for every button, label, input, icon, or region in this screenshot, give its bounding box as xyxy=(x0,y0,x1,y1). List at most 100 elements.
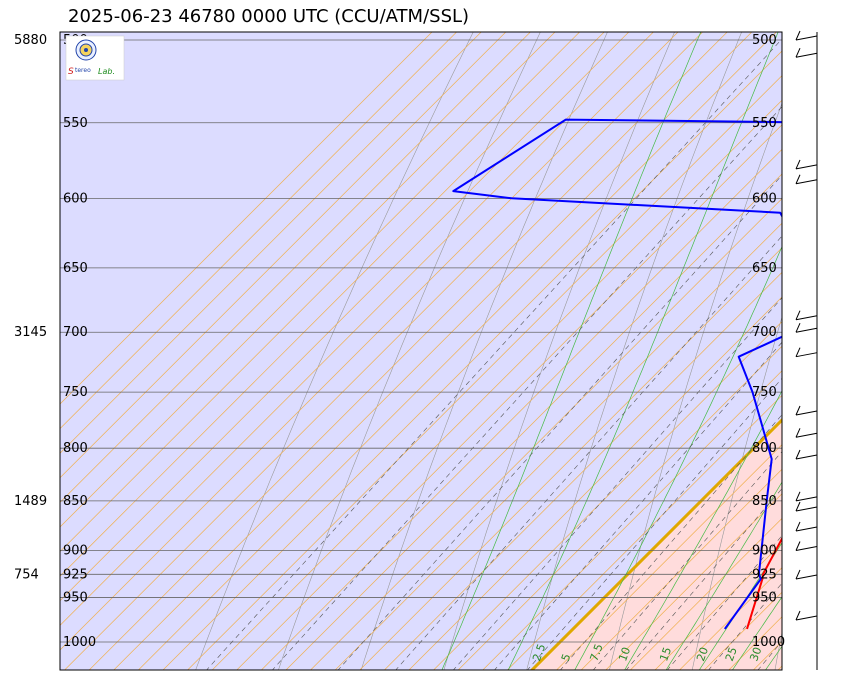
isotherm xyxy=(60,32,482,454)
pressure-label-right-850: 850 xyxy=(752,494,777,509)
height-label-3145: 3145 xyxy=(14,325,47,340)
wind-barb-shaft xyxy=(795,615,818,621)
isotherm xyxy=(236,124,782,670)
wind-barb xyxy=(795,347,818,358)
isotherm xyxy=(605,493,782,670)
pressure-label-right-550: 550 xyxy=(752,116,777,131)
isotherm xyxy=(285,173,782,670)
svg-text:Lab.: Lab. xyxy=(98,67,115,76)
pressure-label-left-800: 800 xyxy=(63,441,88,456)
isotherm xyxy=(457,345,782,670)
wind-barb-shaft xyxy=(795,35,818,41)
plot-area xyxy=(60,0,850,684)
wind-barb-flag xyxy=(795,428,801,438)
pressure-label-right-800: 800 xyxy=(752,441,777,456)
wind-barb xyxy=(795,610,818,621)
isotherm xyxy=(64,32,704,670)
wind-barb xyxy=(795,491,818,502)
pressure-label-left-900: 900 xyxy=(63,543,88,558)
mixing-ratio-label: 5 xyxy=(559,652,574,663)
isotherm xyxy=(556,444,782,670)
mixing-ratio-label: 10 xyxy=(616,645,633,663)
wind-barb-shaft xyxy=(795,179,818,185)
wind-barb-flag xyxy=(795,174,801,184)
wind-barb-shaft xyxy=(795,52,818,58)
isotherm xyxy=(788,0,850,684)
isotherm xyxy=(60,32,433,405)
isotherm xyxy=(60,32,630,602)
cold-region xyxy=(60,32,782,670)
pressure-label-left-750: 750 xyxy=(63,385,88,400)
pressure-label-right-600: 600 xyxy=(752,191,777,206)
pressure-label-left-925: 925 xyxy=(63,567,88,582)
mixing-ratio-label: 20 xyxy=(694,645,711,663)
svg-text:S: S xyxy=(68,67,74,77)
freezing-isotherm xyxy=(529,417,782,670)
pressure-label-right-650: 650 xyxy=(752,261,777,276)
mixing-ratio-label: 15 xyxy=(657,645,674,663)
isotherm xyxy=(654,542,782,670)
pressure-label-right-925: 925 xyxy=(752,567,777,582)
isotherm xyxy=(837,0,850,684)
wind-barb-flag xyxy=(795,541,801,551)
wind-barb-flag xyxy=(795,491,801,502)
wind-barb xyxy=(795,47,818,58)
isotherm xyxy=(629,517,782,670)
pressure-label-left-1000: 1000 xyxy=(63,635,96,650)
wind-barb xyxy=(795,501,818,512)
pressure-label-right-950: 950 xyxy=(752,590,777,605)
wind-barb xyxy=(795,310,818,321)
isotherm xyxy=(383,271,782,670)
wind-barb xyxy=(795,569,818,580)
height-label-754: 754 xyxy=(14,567,39,582)
wind-barb xyxy=(795,405,818,416)
wind-barb-shaft xyxy=(795,315,818,321)
isotherm xyxy=(60,32,679,651)
pressure-label-right-700: 700 xyxy=(752,325,777,340)
wind-barb-flag xyxy=(795,310,801,320)
wind-barb-flag xyxy=(795,159,801,170)
pressure-label-left-950: 950 xyxy=(63,590,88,605)
isotherm xyxy=(162,50,782,670)
mixing-ratio-label: 30 xyxy=(747,645,764,663)
height-label-1489: 1489 xyxy=(14,494,47,509)
wind-barb xyxy=(795,159,818,170)
axis-labels: 5005005505506006006506507007007507508008… xyxy=(14,33,785,663)
isotherm xyxy=(580,468,782,670)
isotherm xyxy=(60,32,581,553)
pressure-label-left-550: 550 xyxy=(63,116,88,131)
wind-barb-flag xyxy=(795,610,801,621)
height-label-5880: 5880 xyxy=(14,33,47,48)
wind-barb-flag xyxy=(795,521,801,532)
dewpoint-trace xyxy=(452,118,782,630)
isotherm xyxy=(60,32,654,626)
mixing-ratio-label: 2.5 xyxy=(530,642,548,663)
wind-barb-flag xyxy=(795,449,801,460)
wind-barb xyxy=(795,174,818,185)
isotherm xyxy=(359,247,782,670)
isotherm xyxy=(60,32,507,479)
wind-barb-flag xyxy=(795,501,801,512)
wind-barb xyxy=(795,323,818,333)
wind-barb-shaft xyxy=(795,546,818,551)
isotherm xyxy=(211,99,782,670)
wind-barb-shaft xyxy=(795,526,818,532)
warm-region xyxy=(532,32,782,670)
isotherm xyxy=(60,32,458,430)
wind-barb-flag xyxy=(795,405,801,416)
wind-barb xyxy=(795,449,818,460)
wind-barb-shaft xyxy=(795,506,818,512)
isotherm xyxy=(137,32,777,670)
wind-barb-flag xyxy=(795,569,801,580)
pressure-label-left-700: 700 xyxy=(63,325,88,340)
wind-barb-shaft xyxy=(795,454,818,460)
pressure-label-left-650: 650 xyxy=(63,261,88,276)
isotherm xyxy=(113,32,753,670)
svg-text:tereo: tereo xyxy=(75,67,91,74)
isotherm xyxy=(187,75,782,670)
chart-title: 2025-06-23 46780 0000 UTC (CCU/ATM/SSL) xyxy=(68,6,470,27)
wind-barb-shaft xyxy=(795,327,818,333)
dry-adiabat xyxy=(774,630,782,670)
wind-barb-flag xyxy=(795,47,801,58)
